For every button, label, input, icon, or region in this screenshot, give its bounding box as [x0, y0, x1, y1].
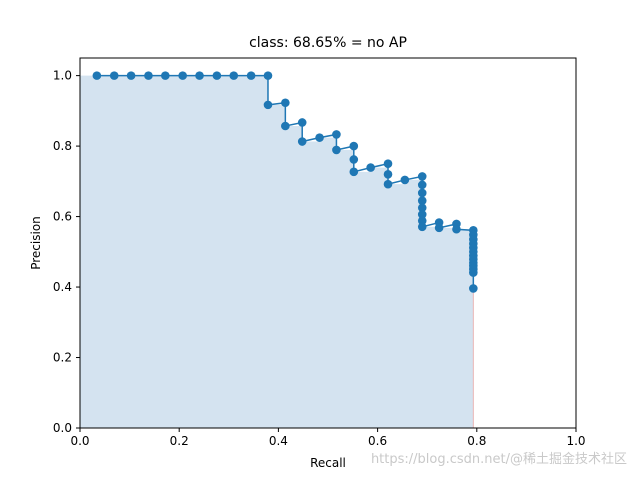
data-point [452, 224, 461, 234]
y-tick-label: 0.6 [53, 210, 72, 224]
data-point [109, 71, 119, 80]
y-tick-label: 0.8 [53, 139, 72, 153]
series-points [92, 71, 478, 293]
data-point [281, 98, 290, 108]
data-point [92, 71, 102, 80]
x-tick-label: 0.4 [269, 434, 288, 448]
data-point [212, 71, 222, 80]
data-point [126, 71, 136, 80]
plot-area [80, 71, 478, 428]
data-point [417, 196, 427, 206]
y-tick-label: 0.0 [53, 421, 72, 435]
data-point [161, 71, 170, 80]
x-tick-label: 0.6 [368, 434, 387, 448]
data-point [144, 71, 153, 80]
y-axis: 0.0 0.2 0.4 0.6 0.8 1.0 [53, 69, 80, 435]
data-point [417, 180, 427, 190]
x-tick-label: 1.0 [566, 434, 585, 448]
x-tick-label: 0.8 [467, 434, 486, 448]
data-point [417, 172, 427, 181]
data-point [297, 118, 307, 127]
data-point [281, 121, 290, 131]
data-point [417, 188, 427, 198]
data-point [366, 163, 375, 172]
data-point [417, 216, 427, 226]
data-point [469, 268, 478, 277]
data-point [383, 159, 393, 169]
x-tick-label: 0.0 [70, 434, 89, 448]
data-point [349, 155, 359, 164]
data-point [417, 222, 427, 232]
y-tick-label: 0.2 [53, 351, 72, 365]
data-point [229, 71, 239, 80]
data-point [383, 169, 393, 179]
watermark: https://blog.csdn.net/@稀土掘金技术社区 [371, 451, 627, 467]
data-point [332, 145, 341, 155]
data-point [349, 141, 359, 151]
x-axis: 0.0 0.2 0.4 0.6 0.8 1.0 [70, 428, 586, 448]
data-point [332, 130, 341, 139]
x-axis-label: Recall [310, 456, 346, 470]
y-tick-label: 1.0 [53, 69, 72, 83]
y-axis-label: Precision [29, 216, 43, 270]
data-point [297, 137, 307, 146]
chart-title: class: 68.65% = no AP [249, 35, 407, 51]
data-point [417, 210, 427, 219]
data-point [263, 71, 273, 80]
data-point [383, 179, 393, 189]
data-point [469, 284, 478, 293]
data-point [178, 71, 187, 80]
ap-area-fill [80, 75, 474, 428]
data-point [263, 100, 273, 110]
axes-frame [79, 57, 577, 429]
data-point [434, 223, 444, 233]
data-point [315, 133, 324, 142]
data-point [246, 71, 256, 80]
data-point [400, 175, 410, 185]
data-point [195, 71, 204, 80]
data-point [417, 203, 427, 213]
x-tick-label: 0.2 [170, 434, 189, 448]
data-point [349, 167, 359, 177]
y-tick-label: 0.4 [53, 280, 72, 294]
